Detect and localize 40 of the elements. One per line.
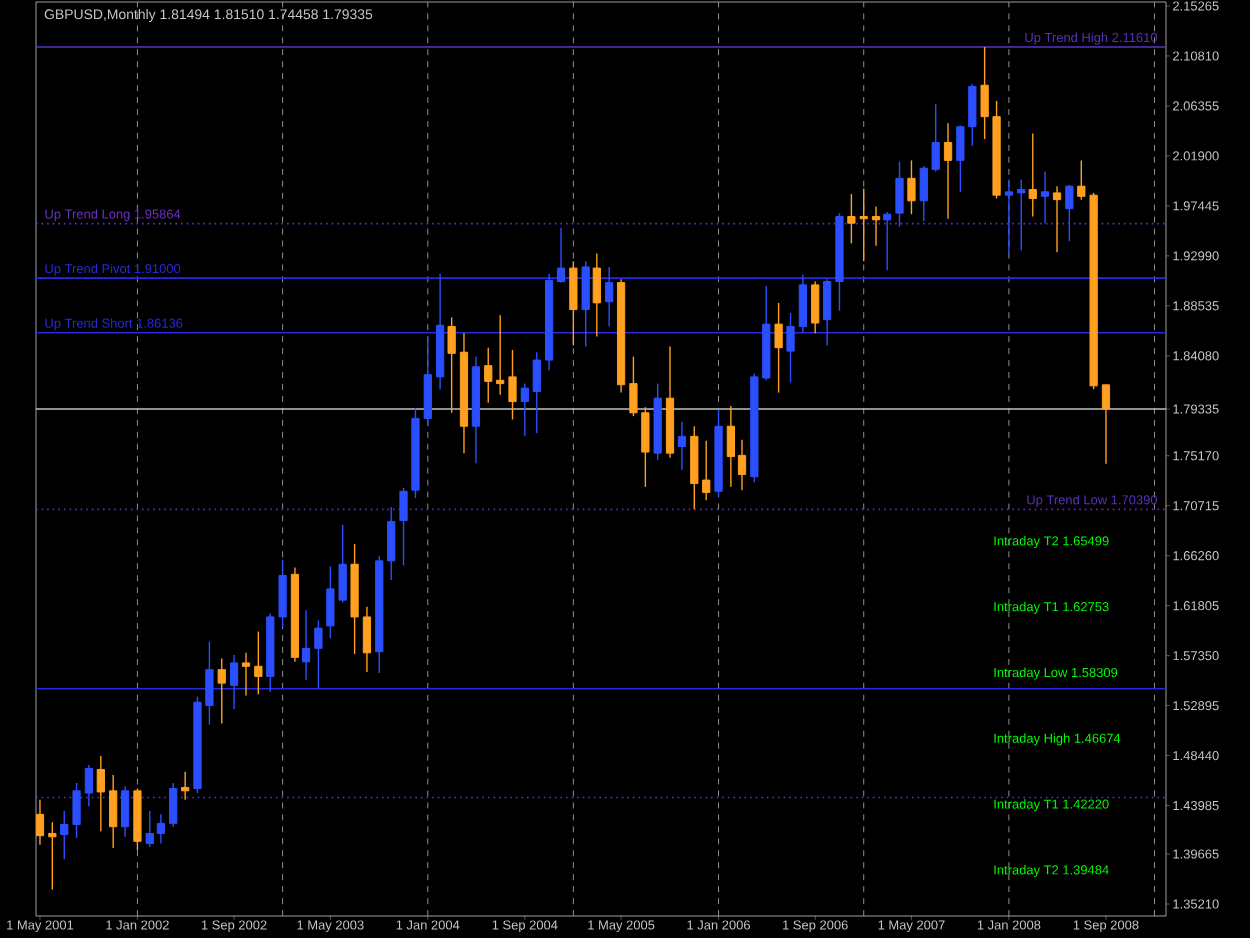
candlestick — [229, 654, 239, 710]
candlestick — [423, 336, 432, 427]
candlestick — [254, 630, 263, 696]
candlestick — [592, 252, 601, 338]
candlestick — [774, 302, 783, 394]
candlestick — [241, 652, 251, 697]
candlestick — [1052, 185, 1062, 254]
candlestick — [1028, 132, 1037, 218]
candlestick — [169, 782, 178, 828]
candlestick — [1004, 178, 1014, 255]
candlestick — [109, 774, 118, 849]
candlestick — [1017, 178, 1026, 251]
candlestick — [314, 619, 323, 690]
candlestick — [605, 266, 614, 328]
candlestick — [871, 205, 881, 247]
candlestick — [1101, 383, 1111, 465]
candlestick — [1040, 170, 1050, 224]
candlestick — [120, 785, 130, 838]
candlestick — [301, 609, 311, 681]
candlestick — [811, 280, 820, 334]
candlestick — [943, 122, 953, 220]
candlestick — [786, 312, 795, 384]
candlestick — [48, 821, 57, 891]
candlestick — [217, 657, 226, 725]
candlestick — [581, 260, 590, 348]
candlestick — [569, 260, 578, 347]
candlestick — [96, 755, 105, 832]
candlestick — [508, 349, 517, 421]
candlestick — [362, 606, 372, 673]
candlestick — [181, 771, 190, 801]
candlestick — [399, 487, 408, 567]
candlestick — [447, 316, 456, 414]
candlestick — [677, 421, 687, 471]
candlestick — [895, 160, 904, 228]
candlestick — [1065, 184, 1074, 242]
candlestick — [822, 278, 832, 347]
candlestick — [907, 159, 916, 215]
candlestick — [84, 764, 94, 808]
candlestick — [798, 274, 807, 334]
candlestick — [556, 227, 566, 284]
